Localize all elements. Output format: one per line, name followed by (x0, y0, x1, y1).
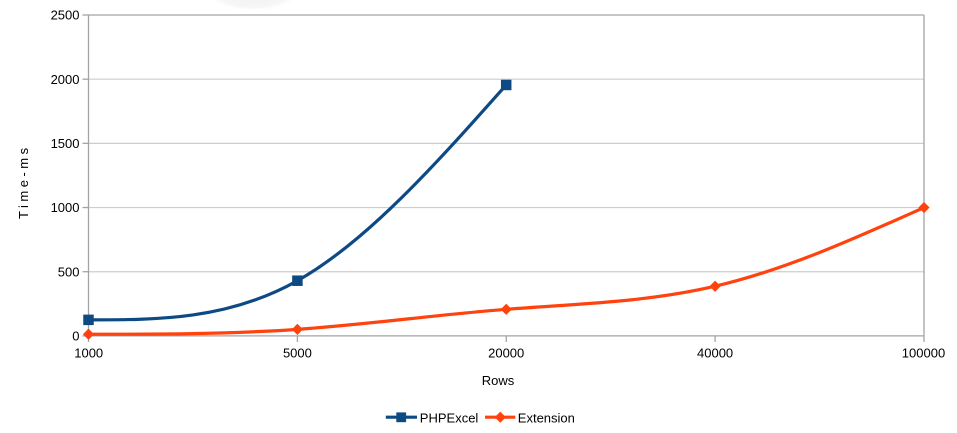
svg-text:Rows: Rows (482, 373, 515, 388)
svg-text:1000: 1000 (74, 346, 103, 361)
svg-text:PHPExcel: PHPExcel (420, 410, 479, 425)
svg-text:40000: 40000 (697, 346, 733, 361)
svg-text:1500: 1500 (51, 136, 80, 151)
svg-text:2000: 2000 (51, 72, 80, 87)
svg-text:Extension: Extension (518, 410, 575, 425)
svg-text:20000: 20000 (488, 346, 524, 361)
svg-text:100000: 100000 (902, 346, 945, 361)
svg-text:1000: 1000 (51, 200, 80, 215)
svg-text:5000: 5000 (283, 346, 312, 361)
svg-text:2500: 2500 (51, 8, 80, 23)
svg-text:Time-ms: Time-ms (16, 144, 31, 219)
svg-text:0: 0 (72, 329, 79, 344)
svg-text:500: 500 (58, 264, 80, 279)
